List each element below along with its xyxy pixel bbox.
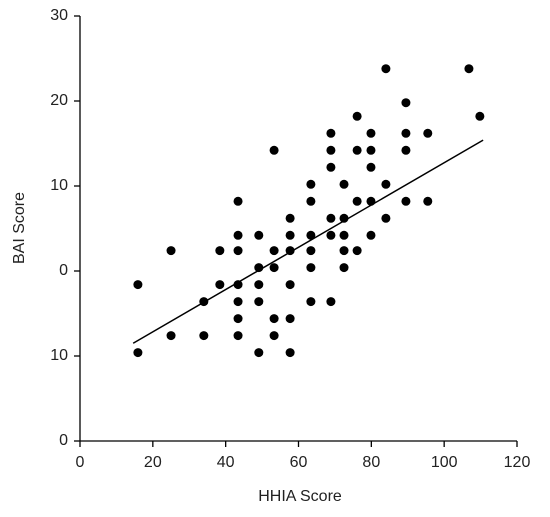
point xyxy=(339,246,349,256)
x-tick-label: 100 xyxy=(431,454,458,471)
point xyxy=(381,213,391,223)
point xyxy=(285,213,295,223)
x-tick-label: 80 xyxy=(362,454,380,471)
point xyxy=(269,263,279,273)
point xyxy=(401,196,411,206)
point xyxy=(306,297,316,307)
point xyxy=(133,348,143,358)
point xyxy=(199,331,209,341)
point xyxy=(339,213,349,223)
point xyxy=(464,64,474,74)
point xyxy=(326,230,336,240)
y-axis-label: BAI Score xyxy=(11,192,28,264)
point xyxy=(352,246,362,256)
point xyxy=(423,128,433,138)
point xyxy=(254,297,264,307)
point xyxy=(339,230,349,240)
point xyxy=(401,98,411,108)
trendline xyxy=(132,139,484,344)
point xyxy=(269,331,279,341)
point xyxy=(326,128,336,138)
y-tick-label: 20 xyxy=(50,92,68,109)
point xyxy=(326,162,336,172)
point xyxy=(366,230,376,240)
point xyxy=(306,196,316,206)
point xyxy=(233,196,243,206)
point xyxy=(339,263,349,273)
point xyxy=(326,145,336,155)
x-tick-label: 20 xyxy=(144,454,162,471)
point xyxy=(269,246,279,256)
x-tick-label: 60 xyxy=(290,454,308,471)
y-tick-label: 0 xyxy=(59,262,68,279)
point xyxy=(352,196,362,206)
point xyxy=(233,297,243,307)
point xyxy=(233,331,243,341)
x-tick-label: 0 xyxy=(76,454,85,471)
point xyxy=(254,280,264,290)
point xyxy=(285,280,295,290)
point xyxy=(352,111,362,121)
point xyxy=(254,230,264,240)
point xyxy=(306,179,316,189)
x-tick-label: 120 xyxy=(504,454,531,471)
point xyxy=(166,331,176,341)
point xyxy=(215,280,225,290)
point xyxy=(366,162,376,172)
point xyxy=(285,230,295,240)
point xyxy=(306,246,316,256)
point xyxy=(326,297,336,307)
x-axis-label: HHIA Score xyxy=(258,488,342,505)
point xyxy=(285,314,295,324)
point xyxy=(366,145,376,155)
point xyxy=(285,348,295,358)
point xyxy=(381,179,391,189)
point xyxy=(133,280,143,290)
y-tick-label: 10 xyxy=(50,177,68,194)
point xyxy=(233,246,243,256)
x-tick-label: 40 xyxy=(217,454,235,471)
y-tick-label: 30 xyxy=(50,7,68,24)
point xyxy=(306,230,316,240)
point xyxy=(233,230,243,240)
point xyxy=(306,263,316,273)
point xyxy=(339,179,349,189)
point xyxy=(269,314,279,324)
point xyxy=(326,213,336,223)
point xyxy=(166,246,176,256)
point xyxy=(381,64,391,74)
y-tick-label: 0 xyxy=(59,432,68,449)
point xyxy=(366,128,376,138)
point xyxy=(233,314,243,324)
point xyxy=(269,145,279,155)
point xyxy=(233,280,243,290)
y-tick-label: 10 xyxy=(50,347,68,364)
point xyxy=(352,145,362,155)
point xyxy=(475,111,485,121)
point xyxy=(254,348,264,358)
point xyxy=(401,145,411,155)
point xyxy=(215,246,225,256)
point xyxy=(401,128,411,138)
point xyxy=(423,196,433,206)
